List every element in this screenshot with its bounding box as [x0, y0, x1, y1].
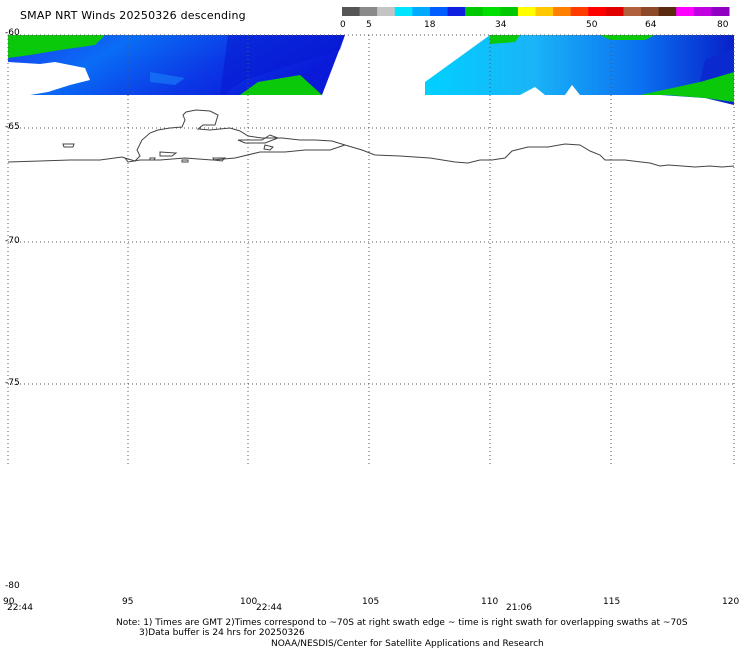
- antarctic-coastline: [7, 109, 735, 168]
- lon-label: 115: [603, 597, 621, 607]
- map-title: SMAP NRT Winds 20250326 descending: [20, 9, 246, 22]
- lat-label: -75: [5, 378, 20, 388]
- colorbar-segment: [465, 7, 484, 16]
- footnote-times: Note: 1) Times are GMT 2)Times correspon…: [116, 618, 688, 628]
- colorbar-tick-label: 18: [424, 20, 436, 30]
- colorbar-segment: [711, 7, 730, 16]
- colorbar-segment: [588, 7, 607, 16]
- footnote-buffer: 3)Data buffer is 24 hrs for 20250326: [139, 628, 305, 638]
- lat-label: -60: [5, 28, 20, 38]
- lat-label: -65: [5, 122, 20, 132]
- lon-label: 110: [481, 597, 499, 607]
- lat-label: -80: [5, 581, 20, 591]
- colorbar-tick-label: 34: [495, 20, 507, 30]
- wind-swath-right: [425, 35, 734, 105]
- colorbar-segment: [623, 7, 642, 16]
- colorbar-segment: [570, 7, 589, 16]
- wind-speed-colorbar: [342, 7, 730, 16]
- colorbar-tick-label: 64: [645, 20, 657, 30]
- footnote-credit: NOAA/NESDIS/Center for Satellite Applica…: [271, 639, 544, 649]
- colorbar-segment: [658, 7, 677, 16]
- lon-label: 90: [3, 597, 15, 607]
- colorbar-segment: [535, 7, 554, 16]
- colorbar-tick-label: 5: [366, 20, 372, 30]
- colorbar-segment: [517, 7, 536, 16]
- colorbar-segment: [359, 7, 378, 16]
- colorbar-tick-label: 0: [340, 20, 346, 30]
- colorbar-segment: [342, 7, 361, 16]
- lon-label: 105: [362, 597, 380, 607]
- lon-label: 95: [122, 597, 134, 607]
- graticule: [7, 34, 735, 465]
- colorbar-segment: [482, 7, 501, 16]
- colorbar-segment: [447, 7, 466, 16]
- colorbar-segment: [429, 7, 449, 16]
- swath-time-label: 22:44: [256, 603, 282, 613]
- colorbar-segment: [693, 7, 712, 16]
- colorbar-segment: [553, 7, 572, 16]
- lon-label: 120: [722, 597, 740, 607]
- colorbar-segment: [641, 7, 660, 16]
- colorbar-segment: [500, 7, 519, 16]
- colorbar-segment: [412, 7, 431, 16]
- swath-time-label: 22:44: [7, 603, 33, 613]
- swath-time-label: 21:06: [506, 603, 532, 613]
- colorbar-segment: [394, 7, 413, 16]
- colorbar-segment: [605, 7, 624, 16]
- colorbar-tick-label: 50: [586, 20, 598, 30]
- wind-swath-left: [8, 35, 345, 95]
- lat-label: -70: [5, 236, 20, 246]
- colorbar-segment: [377, 7, 396, 16]
- colorbar-tick-label: 80: [717, 20, 729, 30]
- lon-label: 100: [240, 597, 258, 607]
- colorbar-segment: [676, 7, 695, 16]
